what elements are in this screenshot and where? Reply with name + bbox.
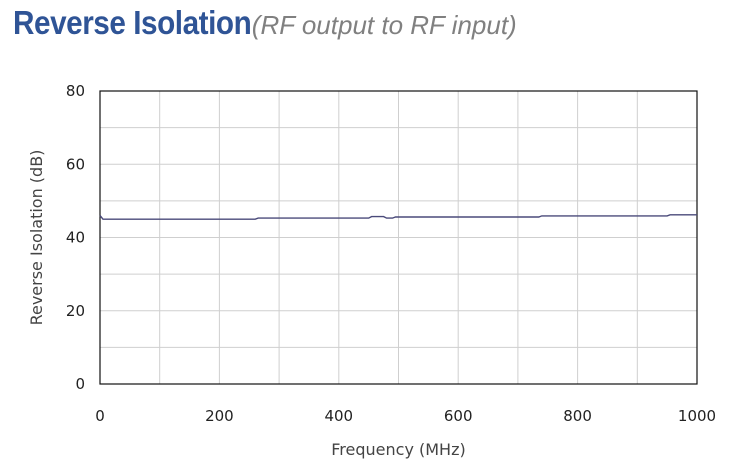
y-tick-label: 60 (66, 155, 85, 173)
y-tick-labels: 0 20 40 60 80 (66, 82, 85, 393)
x-tick-label: 0 (95, 407, 105, 425)
y-axis-label: Reverse Isolation (dB) (27, 150, 46, 326)
x-tick-label: 600 (444, 407, 473, 425)
chart-subtitle: (RF output to RF input) (251, 10, 517, 40)
chart-title: Reverse Isolation (13, 4, 252, 41)
x-tick-label: 1000 (678, 407, 716, 425)
x-tick-label: 400 (324, 407, 353, 425)
chart-title-group: Reverse Isolation(RF output to RF input) (13, 4, 517, 42)
y-tick-label: 40 (66, 229, 85, 247)
series-layer (99, 214, 697, 220)
plot-frame (99, 90, 698, 385)
series-line (99, 214, 697, 220)
grid-layer (100, 91, 697, 384)
x-tick-label: 800 (563, 407, 592, 425)
y-tick-label: 80 (66, 82, 85, 100)
x-tick-labels: 0 200 400 600 800 1000 (95, 407, 716, 425)
y-tick-label: 0 (75, 375, 85, 393)
y-tick-label: 20 (66, 302, 85, 320)
x-axis-label: Frequency (MHz) (331, 440, 465, 459)
x-tick-label: 200 (205, 407, 234, 425)
